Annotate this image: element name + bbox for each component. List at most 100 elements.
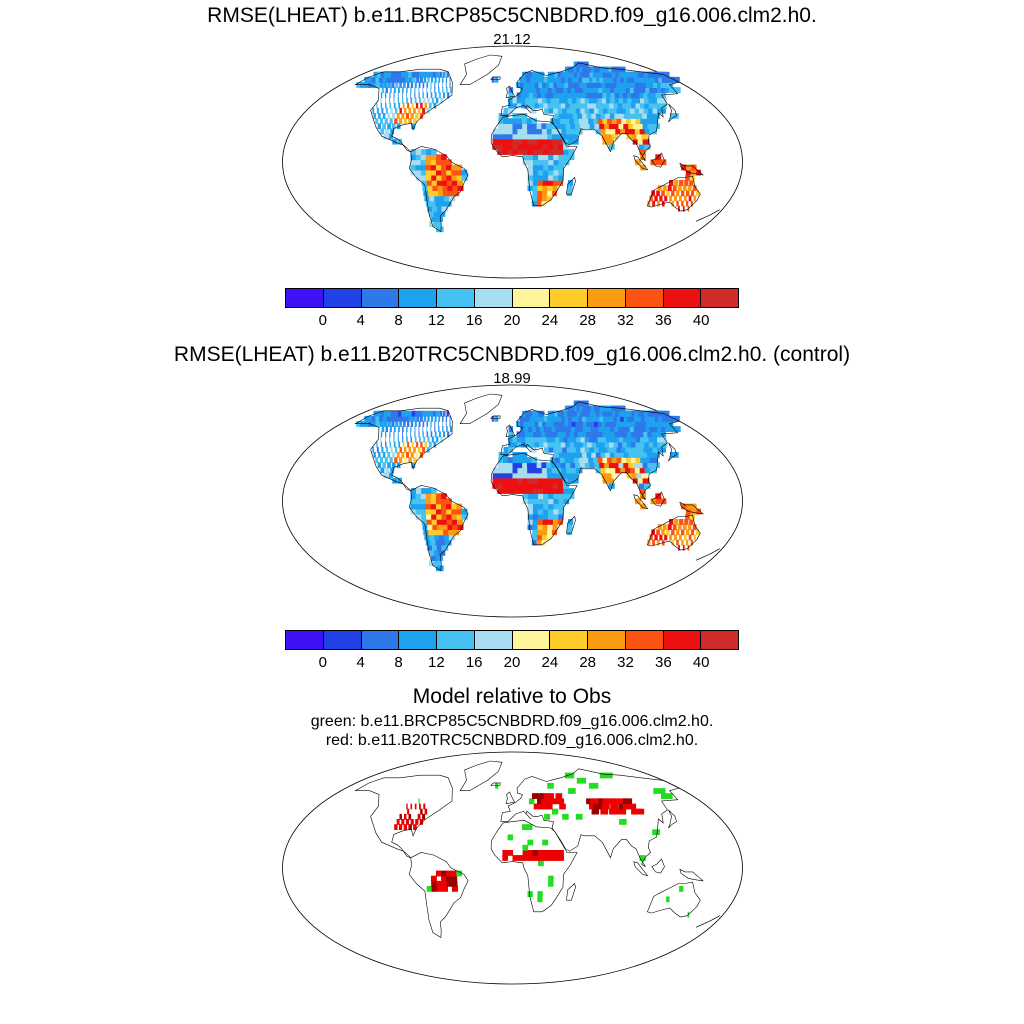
map-cell	[416, 174, 423, 181]
map-cell	[457, 180, 464, 186]
map-cell	[382, 123, 386, 130]
map-cell	[542, 803, 549, 810]
map-cell	[522, 477, 529, 484]
map-cell	[532, 529, 538, 536]
map-cell	[645, 457, 653, 463]
map-cell	[382, 113, 386, 119]
map-cell	[453, 529, 460, 536]
map-cell	[385, 92, 387, 99]
map-cell	[410, 436, 413, 443]
coastline-greenland	[459, 393, 503, 424]
map-cell	[634, 467, 642, 474]
map-cell	[684, 180, 689, 186]
map-cell	[378, 113, 381, 119]
map-cell	[436, 565, 444, 572]
map-cell	[427, 524, 434, 530]
map-cell	[640, 457, 649, 463]
map-cell	[420, 508, 427, 515]
map-cell	[635, 102, 645, 109]
map-cell	[368, 415, 375, 422]
map-cell	[561, 467, 568, 474]
map-cell	[527, 185, 533, 191]
map-cell	[440, 539, 447, 546]
map-cell	[391, 421, 395, 427]
map-cell	[532, 128, 538, 135]
map-cell	[583, 118, 591, 124]
map-cell	[544, 813, 551, 820]
map-cell	[451, 880, 458, 887]
map-cell	[588, 118, 595, 124]
map-cell	[591, 452, 599, 458]
map-cell	[492, 144, 498, 150]
map-cell	[565, 431, 573, 438]
map-cell	[403, 118, 408, 124]
coastline-borneo	[651, 491, 665, 507]
map-cell	[393, 441, 396, 448]
map-cell	[611, 405, 626, 412]
map-cell	[427, 415, 430, 422]
map-cell	[645, 118, 653, 124]
map-cell	[692, 524, 697, 530]
map-cell	[522, 844, 529, 851]
map-cell	[541, 798, 548, 805]
map-cell	[408, 457, 412, 463]
map-cell	[396, 113, 400, 119]
map-cell	[527, 855, 534, 861]
map-cell	[557, 483, 564, 489]
coastline-australia	[647, 175, 701, 212]
map-cell	[456, 503, 463, 510]
map-cell	[376, 102, 378, 109]
map-cell	[534, 102, 541, 109]
map-cell	[582, 452, 589, 458]
map-cell	[404, 71, 411, 78]
map-cell	[532, 87, 538, 93]
map-cell	[376, 446, 379, 453]
map-cell	[589, 123, 597, 130]
map-cell	[438, 87, 440, 93]
map-cell	[512, 436, 518, 443]
map-cell	[578, 457, 586, 463]
map-cell	[388, 133, 393, 140]
map-cell	[537, 524, 543, 530]
map-cell	[394, 118, 398, 124]
map-cell	[596, 102, 604, 109]
map-cell	[525, 436, 531, 443]
map-cell	[557, 446, 565, 453]
map-cell	[602, 457, 610, 463]
map-cell	[507, 477, 514, 484]
map-cell	[547, 426, 554, 432]
map-cell	[662, 524, 667, 530]
map-cell	[398, 824, 403, 830]
map-cell	[420, 164, 427, 171]
map-cell	[620, 128, 628, 135]
map-cell	[389, 92, 391, 99]
map-cell	[442, 87, 444, 93]
map-cell	[406, 803, 408, 810]
map-cell	[553, 493, 560, 500]
map-cell	[548, 493, 554, 500]
map-cell	[451, 180, 458, 186]
map-cell	[517, 149, 524, 155]
map-cell	[430, 493, 437, 500]
map-cell	[512, 441, 518, 448]
map-cell	[575, 813, 583, 820]
map-cell	[425, 159, 432, 166]
map-cell	[621, 118, 629, 124]
panel1-title: RMSE(LHEAT) b.e11.BRCP85C5CNBDRD.f09_g16…	[207, 4, 817, 27]
map-cell	[380, 92, 383, 99]
map-cell	[405, 415, 409, 422]
map-cell	[449, 82, 451, 88]
map-cell	[537, 180, 544, 186]
map-cell	[543, 87, 550, 93]
map-cell	[589, 97, 597, 104]
map-cell	[507, 483, 514, 489]
map-cell	[415, 503, 422, 510]
map-cell	[527, 467, 533, 474]
coastline-sumatra	[633, 494, 649, 510]
map-cell	[438, 421, 439, 427]
map-cell	[495, 782, 499, 789]
map-cell	[521, 452, 528, 458]
map-cell	[629, 128, 637, 135]
map-cell	[422, 524, 429, 530]
map-cell	[538, 498, 544, 505]
